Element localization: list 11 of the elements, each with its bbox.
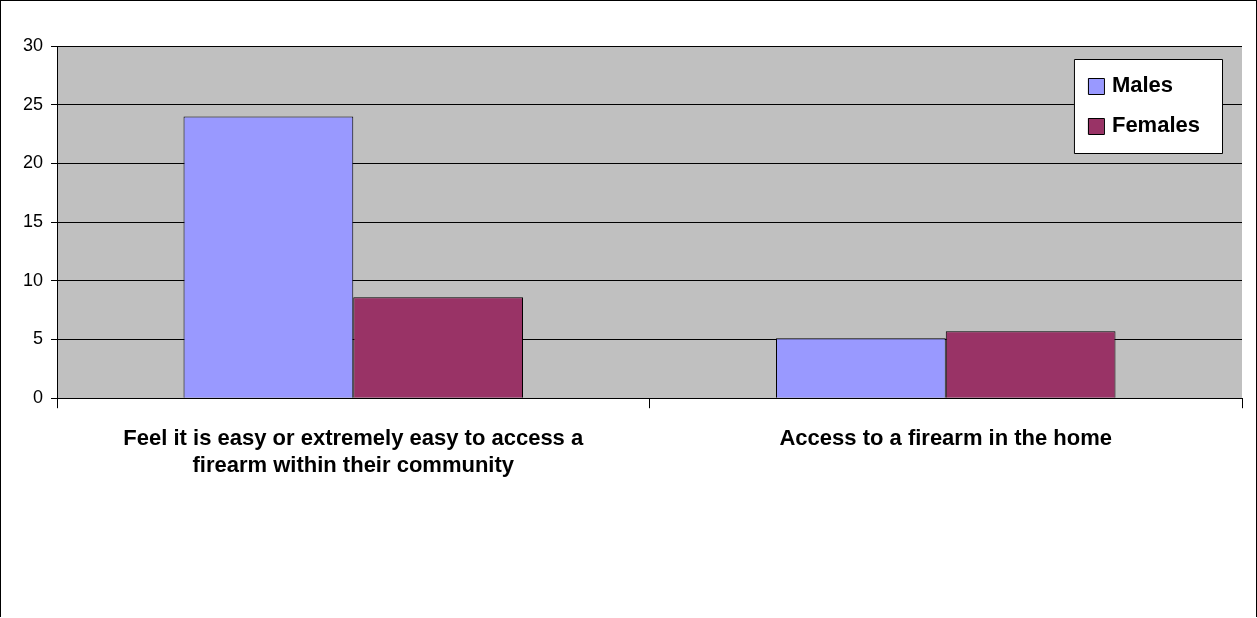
y-tick-label: 30	[22, 34, 44, 55]
y-tick-label: 10	[22, 269, 44, 290]
y-tick-label: 5	[33, 328, 44, 349]
y-tick-label: 15	[22, 211, 44, 232]
legend-label: Males	[1111, 72, 1174, 98]
y-tick-label: 20	[22, 152, 44, 173]
x-tick-label: Feel it is easy or extremely easy to access a firearm within their community	[123, 425, 584, 477]
y-tick-label: 0	[33, 387, 44, 408]
legend-label: Females	[1111, 112, 1201, 138]
y-tick-label: 25	[22, 93, 44, 114]
x-tick-label: Access to a firearm in the home	[779, 425, 1113, 451]
